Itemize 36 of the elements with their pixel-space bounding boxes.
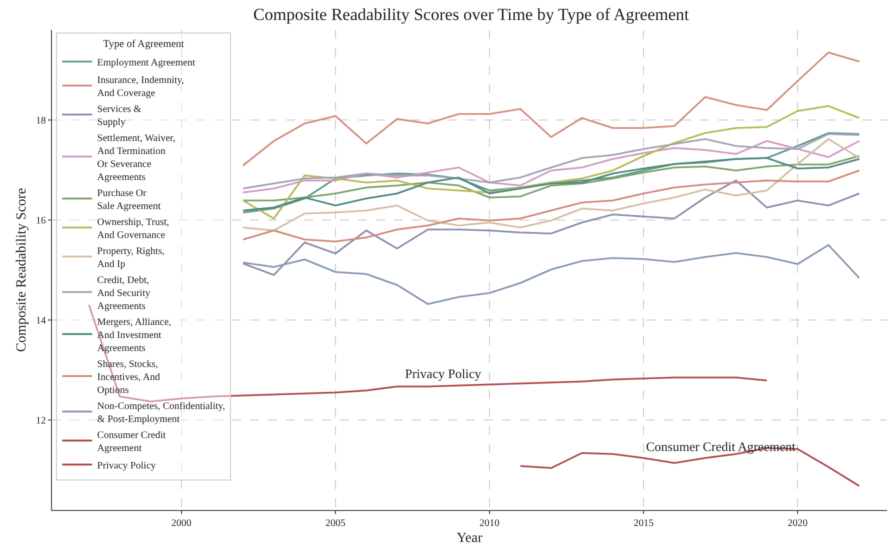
y-tick-label: 12 xyxy=(36,416,46,426)
line-series xyxy=(242,157,860,212)
line-series xyxy=(242,140,860,194)
legend-label: Mergers, Alliance, And Investment Agreements xyxy=(97,316,172,354)
annotation: Privacy Policy xyxy=(405,366,482,381)
x-tick-label: 2015 xyxy=(634,518,654,530)
legend-label: Insurance, Indemnity, And Coverage xyxy=(97,74,184,99)
x-tick-label: 2005 xyxy=(325,518,346,530)
legend-label: Services & Supply xyxy=(97,104,142,128)
y-tick-label: 18 xyxy=(36,116,46,126)
line-series xyxy=(88,304,768,402)
line-series xyxy=(242,105,860,220)
legend-label: Shares, Stocks, Incentives, And Options xyxy=(97,358,160,396)
line-series xyxy=(242,170,860,242)
x-tick-label: 2020 xyxy=(788,518,808,530)
legend-title: Type of Agreement xyxy=(103,39,184,50)
legend-label: Consumer Credit Agreement xyxy=(97,430,166,454)
legend-label: Privacy Policy xyxy=(97,460,156,472)
line-series xyxy=(242,138,860,232)
legend-label: Non-Competes, Confidentiality, & Post-Employment xyxy=(97,400,226,425)
legend-label: Settlement, Waiver, And Termination Or Severance Agreements xyxy=(97,132,176,183)
x-tick-label: 2000 xyxy=(171,518,192,530)
chart-title: Composite Readability Scores over Time by Type of Agreement xyxy=(253,5,690,24)
legend-label: Employment Agreement xyxy=(97,57,196,68)
legend-label: Credit, Debt, And Security Agreements xyxy=(97,274,150,312)
line-series xyxy=(242,52,860,166)
y-tick-label: 16 xyxy=(36,216,46,226)
x-tick-label: 2010 xyxy=(480,518,500,530)
y-axis-title: Composite Readability Score xyxy=(14,188,30,352)
line-series xyxy=(242,155,860,202)
legend-label: Property, Rights, And Ip xyxy=(97,246,165,270)
line-series xyxy=(242,133,860,190)
legend-label: Ownership, Trust, And Governance xyxy=(97,216,170,241)
x-axis-title: Year xyxy=(456,531,483,546)
y-tick-label: 14 xyxy=(36,316,46,326)
legend-label: Purchase Or Sale Agreement xyxy=(97,188,161,212)
